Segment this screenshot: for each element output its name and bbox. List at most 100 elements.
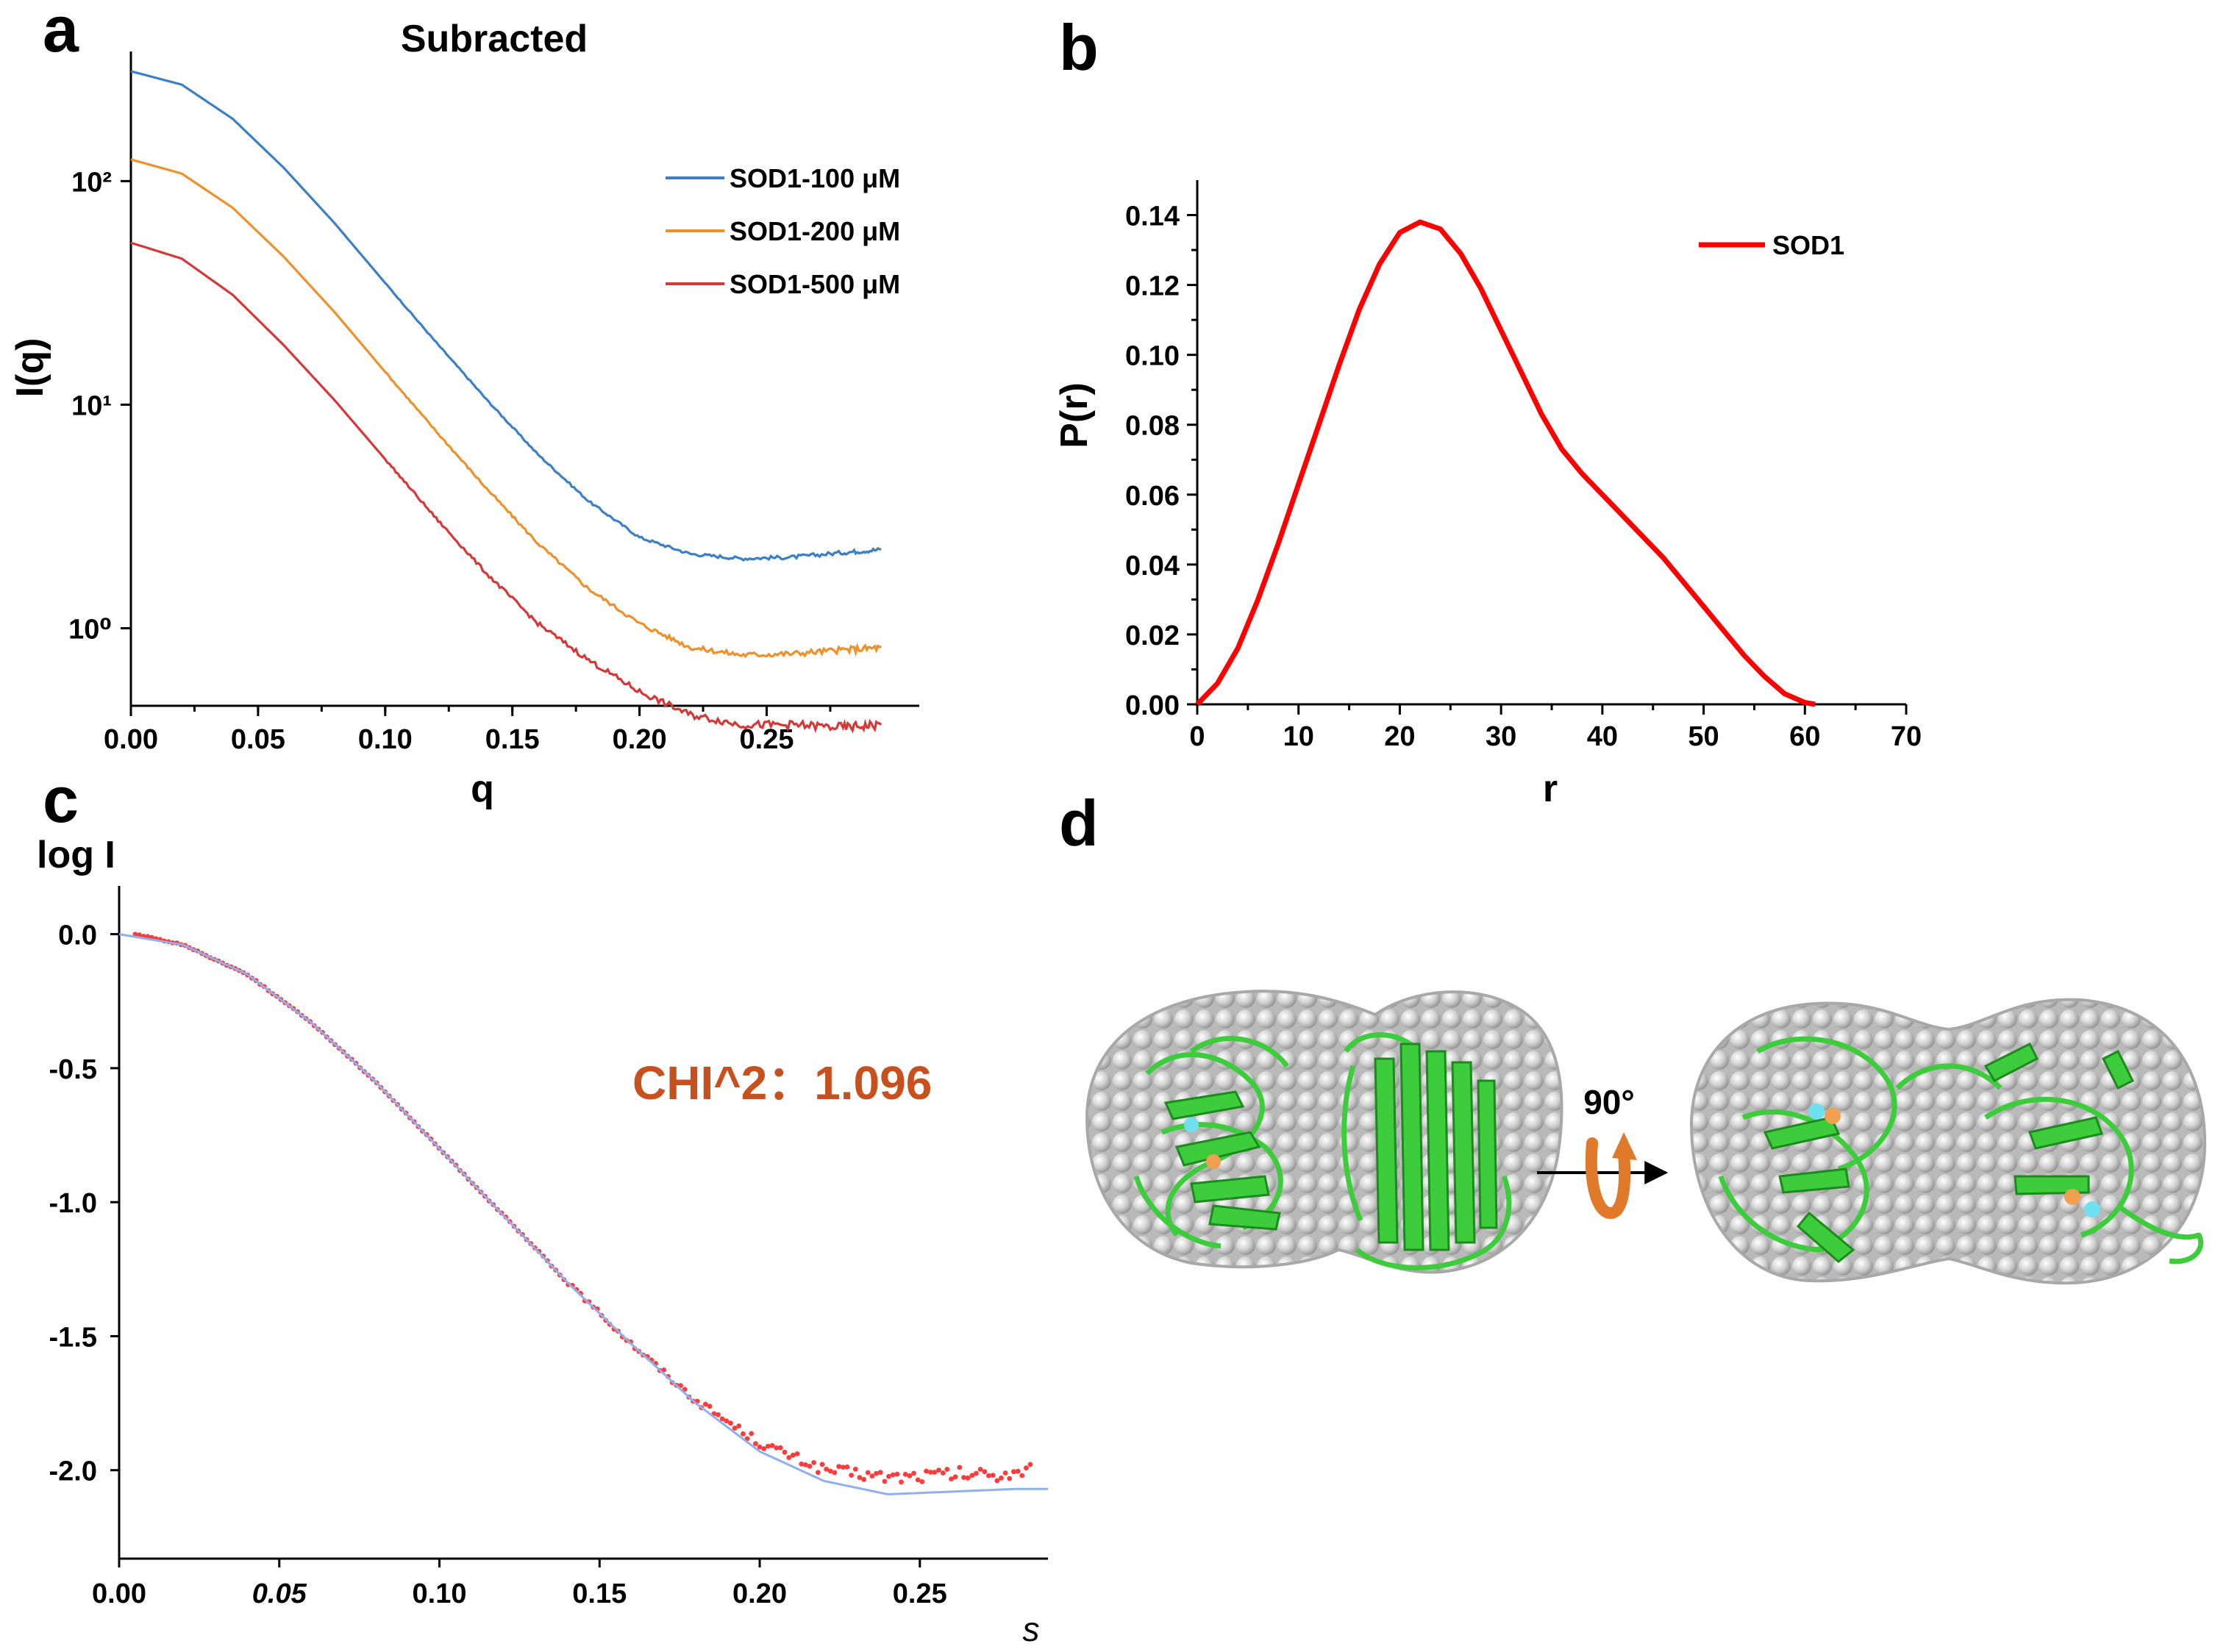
x-tick-label: 40 — [1587, 721, 1618, 752]
x-tick-label: 20 — [1384, 721, 1415, 752]
data-point — [924, 1468, 929, 1474]
x-tick-label: 30 — [1486, 721, 1516, 752]
x-tick-label: 0 — [1189, 721, 1205, 752]
x-tick-label: 60 — [1789, 721, 1820, 752]
x-tick-label: 0.10 — [413, 1578, 467, 1609]
data-point — [815, 1470, 821, 1476]
data-point — [965, 1475, 971, 1481]
panel-letter-a: a — [43, 0, 79, 65]
x-tick-label: 0.25 — [893, 1578, 947, 1609]
data-point — [741, 1431, 746, 1437]
x-tick-label: 0.20 — [613, 724, 667, 755]
data-point — [936, 1467, 941, 1473]
data-point — [719, 1416, 725, 1422]
series-group — [1195, 219, 1816, 707]
data-point — [961, 1475, 966, 1480]
panel-d: d — [1059, 787, 2207, 1285]
axes: 0.00 0.05 0.10 0.15 0.20 0.25 10⁰ 10¹ 10² — [68, 51, 919, 755]
series-line — [130, 158, 882, 659]
data-point — [890, 1472, 896, 1478]
data-point — [869, 1473, 875, 1478]
ion-cyan-marker — [2084, 1201, 2100, 1217]
data-point — [907, 1473, 913, 1478]
x-tick-label: 0.15 — [485, 724, 540, 755]
data-point — [1002, 1470, 1008, 1476]
data-point — [790, 1452, 796, 1458]
x-tick-label: 10 — [1283, 721, 1314, 752]
data-point — [840, 1465, 846, 1470]
data-point — [753, 1441, 758, 1446]
data-point — [749, 1431, 755, 1437]
data-point — [777, 1445, 783, 1451]
y-tick-label: -0.5 — [49, 1054, 97, 1085]
data-point — [844, 1464, 850, 1470]
data-point — [865, 1470, 871, 1476]
ion-orange-marker — [2064, 1189, 2080, 1205]
data-point — [1027, 1462, 1033, 1467]
x-tick-label: 0.05 — [252, 1578, 307, 1609]
legend: SOD1-100 μM SOD1-200 μM SOD1-500 μM — [666, 163, 900, 299]
rotate-icon — [1585, 1137, 1631, 1220]
y-tick-label: 10² — [71, 167, 112, 198]
data-point — [952, 1474, 958, 1480]
ion-cyan-marker — [1184, 1118, 1199, 1132]
x-axis-label: r — [1543, 768, 1558, 810]
series-line — [130, 241, 882, 734]
data-point — [877, 1470, 883, 1476]
data-point — [990, 1473, 996, 1478]
data-point — [949, 1476, 954, 1481]
panel-a: a Subracted 0.00 0.05 0.10 0.15 0.20 0.25 10⁰ 1… — [9, 0, 919, 810]
data-point — [661, 1367, 667, 1373]
data-point — [915, 1477, 921, 1483]
data-point — [732, 1426, 738, 1431]
legend-label: SOD1-100 μM — [730, 163, 900, 193]
x-tick-label: 0.25 — [740, 724, 794, 755]
chi-annotation: CHI^2：1.096 — [632, 1056, 932, 1109]
chart-title: Subracted — [401, 18, 588, 60]
data-point — [794, 1451, 800, 1456]
y-tick-label: 0.14 — [1125, 201, 1180, 232]
data-point — [716, 1412, 721, 1417]
data-point — [1024, 1465, 1029, 1471]
x-tick-label: 0.20 — [732, 1578, 787, 1609]
data-point — [999, 1475, 1004, 1481]
data-point — [1015, 1468, 1021, 1474]
y-axis-label: I(q) — [9, 338, 51, 398]
legend: SOD1 — [1699, 230, 1844, 260]
x-tick-label: 50 — [1688, 721, 1719, 752]
data-point — [911, 1470, 916, 1476]
legend-label: SOD1 — [1772, 230, 1844, 260]
panel-letter-b: b — [1059, 11, 1099, 84]
data-point — [857, 1475, 863, 1481]
data-point — [874, 1470, 879, 1476]
data-point — [761, 1446, 767, 1451]
data-point — [852, 1466, 858, 1472]
data-point — [1019, 1473, 1025, 1478]
ion-orange-marker — [1206, 1154, 1221, 1169]
data-point — [774, 1445, 780, 1451]
data-point — [766, 1443, 771, 1449]
data-point — [861, 1476, 866, 1482]
y-tick-label: -1.5 — [49, 1322, 97, 1353]
data-point — [1011, 1469, 1016, 1475]
axes: 0.00 0.05 0.10 0.15 0.20 0.25 0.0 -0.5 -1.0 -1.5 -… — [49, 886, 1048, 1609]
y-tick-label: 0.08 — [1125, 411, 1180, 442]
data-point — [819, 1462, 825, 1467]
panel-c: c log I 0.00 0.05 0.10 0.15 0.20 0.25 0.0 -0.5 -… — [37, 763, 1048, 1648]
data-point — [882, 1478, 888, 1484]
data-point — [994, 1478, 1000, 1484]
data-point — [832, 1470, 838, 1476]
data-point — [927, 1470, 933, 1475]
data-point — [849, 1473, 854, 1478]
data-point — [707, 1404, 713, 1409]
data-point — [786, 1455, 792, 1460]
fit-line — [118, 933, 1048, 1496]
panel-b: b 0 10 20 30 40 50 60 70 0.00 0.02 0.04 0.06 0.08 0.1… — [1053, 11, 1922, 810]
data-point — [736, 1423, 742, 1428]
data-point — [977, 1467, 983, 1472]
legend-label: SOD1-200 μM — [730, 216, 900, 246]
axes: 0 10 20 30 40 50 60 70 0.00 0.02 0.04 0.06 0.08 0.10 0… — [1125, 180, 1922, 752]
data-point — [782, 1449, 788, 1455]
y-tick-label: 10¹ — [71, 390, 112, 421]
